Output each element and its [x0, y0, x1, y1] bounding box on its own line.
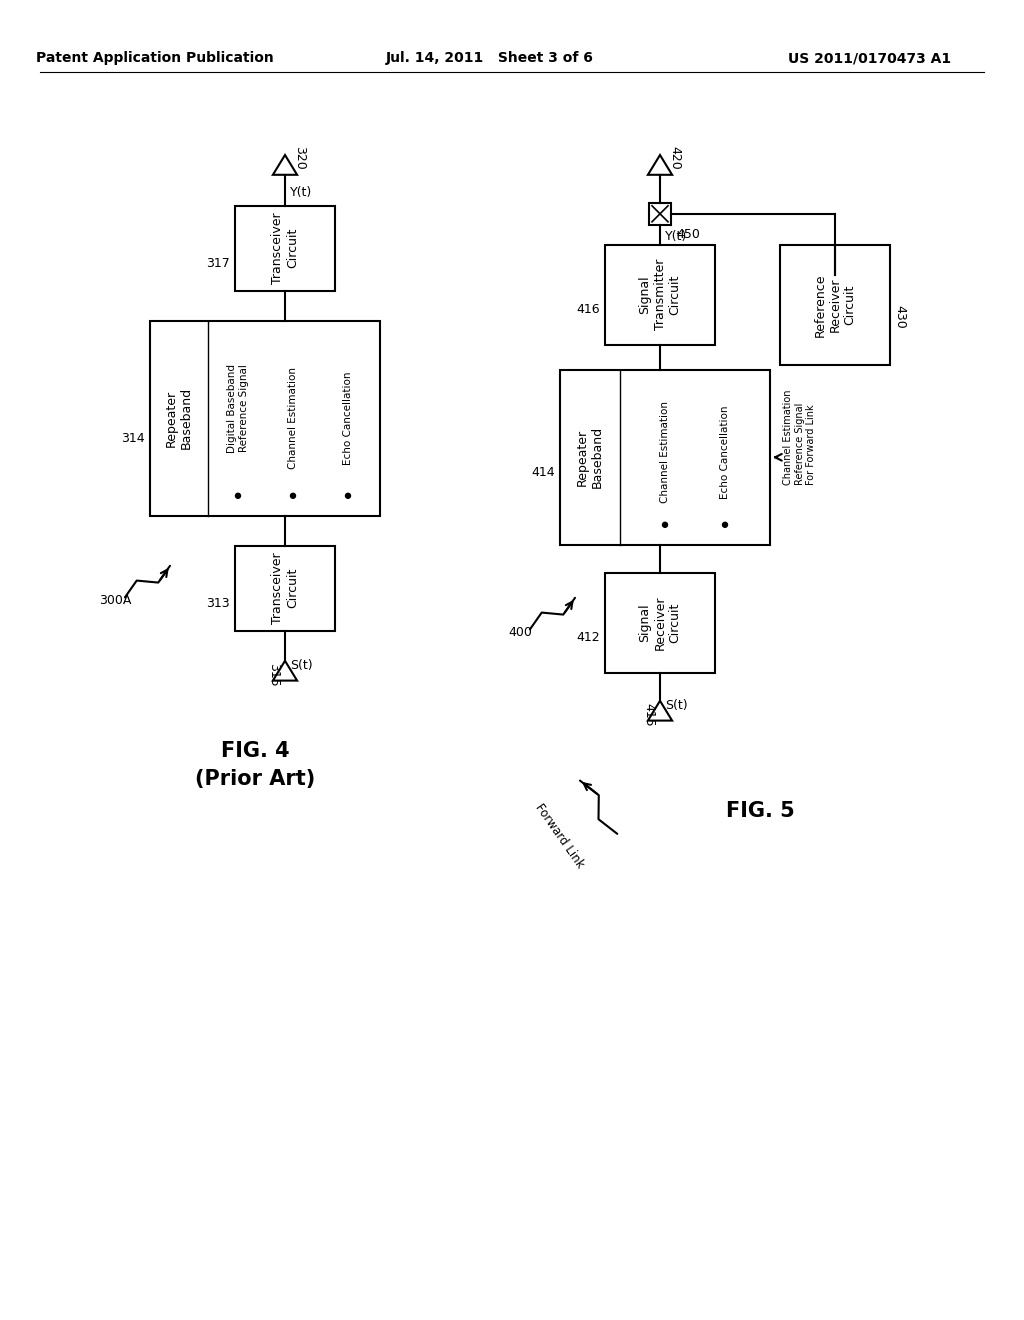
Text: Signal
Transmitter
Circuit: Signal Transmitter Circuit [639, 259, 682, 330]
Text: 414: 414 [531, 466, 555, 479]
Bar [649, 203, 671, 224]
Text: Channel Estimation: Channel Estimation [660, 401, 670, 503]
Text: Transceiver
Circuit: Transceiver Circuit [271, 213, 299, 284]
Bar [605, 244, 715, 345]
Text: Y(t): Y(t) [290, 186, 312, 199]
Text: US 2011/0170473 A1: US 2011/0170473 A1 [788, 51, 951, 65]
Bar [234, 545, 335, 631]
Circle shape [723, 523, 727, 527]
Text: Digital Baseband
Reference Signal: Digital Baseband Reference Signal [227, 364, 249, 453]
Text: 400: 400 [508, 626, 531, 639]
Circle shape [663, 523, 668, 527]
Text: 416: 416 [577, 304, 600, 317]
Text: 317: 317 [206, 257, 230, 269]
Text: 415: 415 [642, 704, 655, 727]
Text: FIG. 5: FIG. 5 [726, 801, 795, 821]
Text: 315: 315 [267, 663, 280, 686]
Bar [605, 573, 715, 673]
Text: 313: 313 [207, 597, 230, 610]
Text: Repeater
Baseband: Repeater Baseband [165, 387, 193, 449]
Text: Echo Cancellation: Echo Cancellation [343, 371, 353, 465]
Text: 420: 420 [668, 147, 681, 170]
Text: Channel Estimation: Channel Estimation [288, 367, 298, 470]
Circle shape [236, 494, 241, 499]
Text: 300A: 300A [98, 594, 131, 607]
Circle shape [345, 494, 350, 499]
Bar [560, 370, 770, 545]
Text: S(t): S(t) [290, 659, 312, 672]
Text: 412: 412 [577, 631, 600, 644]
Text: Repeater
Baseband: Repeater Baseband [575, 426, 604, 488]
Text: Forward Link: Forward Link [534, 801, 587, 870]
Text: 450: 450 [676, 228, 699, 240]
Text: Channel Estimation
Reference Signal
For Forward Link: Channel Estimation Reference Signal For … [783, 389, 816, 484]
Bar [780, 244, 890, 364]
Text: 430: 430 [893, 305, 906, 329]
Text: Jul. 14, 2011   Sheet 3 of 6: Jul. 14, 2011 Sheet 3 of 6 [386, 51, 594, 65]
Text: Reference
Receiver
Circuit: Reference Receiver Circuit [813, 273, 856, 337]
Text: Transceiver
Circuit: Transceiver Circuit [271, 553, 299, 624]
Text: FIG. 4: FIG. 4 [221, 741, 290, 760]
Text: S(t): S(t) [665, 700, 688, 713]
Bar [150, 321, 380, 516]
Text: Signal
Receiver
Circuit: Signal Receiver Circuit [639, 595, 682, 649]
Text: 314: 314 [122, 432, 145, 445]
Bar [234, 206, 335, 290]
Text: 320: 320 [293, 147, 306, 170]
Text: Patent Application Publication: Patent Application Publication [36, 51, 273, 65]
Text: Y(t): Y(t) [665, 230, 687, 243]
Text: (Prior Art): (Prior Art) [195, 768, 315, 788]
Circle shape [291, 494, 296, 499]
Text: Echo Cancellation: Echo Cancellation [720, 405, 730, 499]
